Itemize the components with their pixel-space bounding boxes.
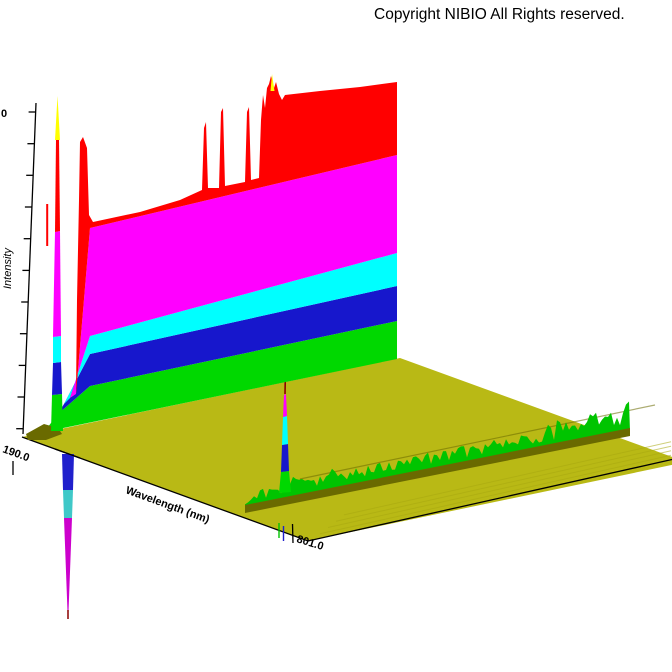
wall-band-cyan: [64, 253, 397, 404]
saturation-wall: [44, 74, 397, 432]
floor-stripe: [335, 445, 672, 522]
mid-spike-cyan: [282, 416, 288, 445]
wall-yellow-tip: [270, 74, 275, 91]
copyright-text: Copyright NIBIO All Rights reserved.: [374, 6, 625, 23]
axis-overlay-segment: [54, 448, 81, 459]
mid-spike-blue: [281, 444, 289, 472]
x-axis-end-tick: [291, 523, 294, 544]
y-axis-title: Intensity: [2, 247, 14, 289]
front-spike-green: [51, 394, 63, 431]
front-tall-spike: [46, 96, 63, 431]
negative-spike-magenta: [64, 518, 72, 612]
floor-stripe: [319, 454, 672, 535]
floor-stripe: [343, 441, 672, 516]
y-axis-ticks: [16, 111, 36, 430]
negative-spike-blue: [62, 454, 74, 490]
front-spike-cyan: [53, 336, 61, 363]
floor-stripe: [327, 450, 672, 528]
mid-spike-green: [279, 471, 291, 493]
y-axis-top-tick-label: 0: [1, 108, 7, 120]
wall-band-blue: [58, 286, 397, 414]
front-spike-yellow-tip: [55, 96, 60, 140]
x-axis-start-tick-label: 190.0: [1, 444, 31, 465]
noise-ridge-group: [245, 401, 630, 508]
front-spike-blue: [52, 362, 62, 395]
mid-spike-magenta: [283, 394, 287, 417]
floor-stripes: [319, 441, 672, 535]
wall-band-magenta: [70, 155, 397, 398]
noise-ridge: [245, 401, 630, 508]
noise-ridge-shadow: [245, 428, 630, 513]
wall-band-red: [76, 76, 397, 394]
negative-spike: [62, 454, 74, 619]
thin-red-needle: [46, 204, 49, 246]
y-axis-line: [22, 102, 37, 435]
wavelength-axis-line: [21, 436, 672, 542]
front-spike-red: [55, 138, 60, 232]
wall-band-green: [44, 321, 397, 432]
negative-spike-cyan: [63, 490, 73, 518]
front-spike-magenta: [53, 231, 61, 337]
